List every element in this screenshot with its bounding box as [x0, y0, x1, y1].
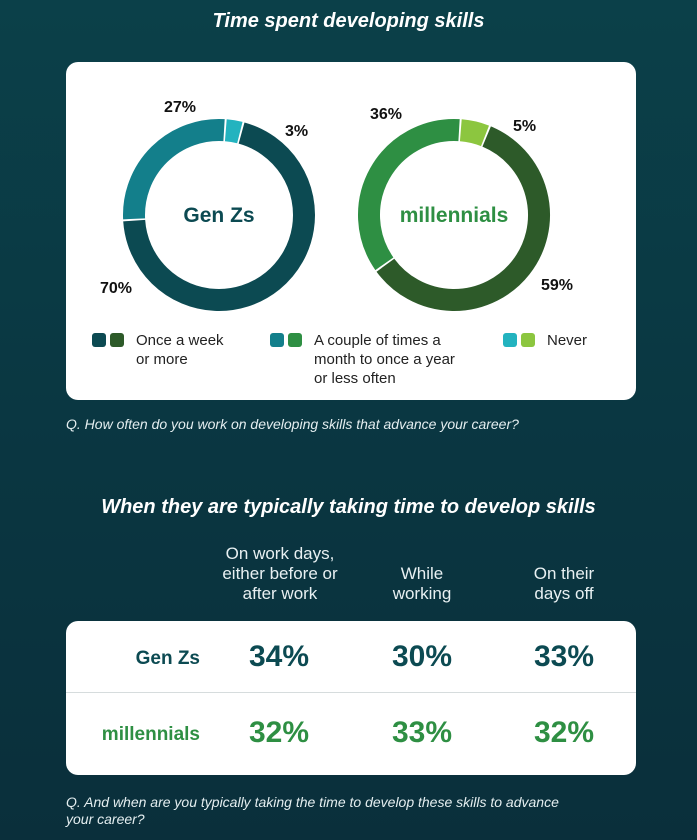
donut-segment-gen-z-monthly	[123, 119, 225, 220]
data-label-millennials-never: 5%	[513, 118, 536, 135]
donut-center-label-gen-z: Gen Zs	[183, 204, 254, 227]
donut-segment-millennials-monthly	[358, 119, 460, 271]
data-label-gen-z-monthly: 27%	[164, 99, 196, 116]
donut-segment-gen-z-weekly	[123, 122, 315, 311]
donut-center-label-millennials: millennials	[400, 204, 509, 227]
legend-label-line: A couple of times a	[314, 332, 441, 349]
table-cell-gen-z-days-off: 33%	[533, 640, 595, 673]
legend-label-line: month to once a year	[314, 351, 455, 368]
column-header-line: days off	[534, 584, 594, 603]
question-text-1: Q. How often do you work on developing s…	[66, 416, 519, 432]
section-title-when: When they are typically taking time to d…	[101, 496, 596, 518]
legend-label-line: Never	[547, 332, 588, 349]
column-header-line: On work days,	[225, 544, 335, 563]
legend-label-line: or less often	[314, 370, 396, 387]
column-header-work-days: On work days, either before or after wor…	[200, 544, 360, 604]
question-line: your career?	[66, 811, 145, 827]
column-header-while-working: While working	[362, 564, 482, 604]
column-header-line: On their	[533, 564, 595, 583]
question-line: Q. And when are you typically taking the…	[66, 794, 559, 810]
donut-segment-gen-z-never	[224, 119, 243, 144]
table-card	[66, 621, 636, 775]
column-header-line: While	[400, 564, 444, 583]
legend-item-monthly: A couple of times a month to once a year…	[270, 331, 490, 391]
question-text-2: Q. And when are you typically taking the…	[66, 794, 646, 828]
table-cell-millennials-while-working: 33%	[391, 716, 453, 749]
data-label-millennials-monthly: 36%	[370, 106, 402, 123]
table-cell-gen-z-while-working: 30%	[391, 640, 453, 673]
data-label-millennials-weekly: 59%	[541, 277, 573, 294]
legend-item-weekly: Once a week or more	[92, 331, 252, 391]
legend-swatch-millennials-dark	[110, 333, 124, 347]
legend-item-never: Never	[503, 331, 613, 361]
column-header-line: after work	[242, 584, 318, 603]
legend-label-line: or more	[136, 351, 188, 368]
column-header-days-off: On their days off	[504, 564, 624, 604]
legend-swatch-gen-z-mid	[270, 333, 284, 347]
legend-swatch-millennials-mid	[288, 333, 302, 347]
section-title-time-spent: Time spent developing skills	[212, 10, 485, 32]
table-cell-millennials-days-off: 32%	[533, 716, 595, 749]
column-header-line: working	[392, 584, 452, 603]
donut-segment-millennials-never	[459, 119, 490, 147]
table-cell-millennials-work-days: 32%	[248, 716, 310, 749]
legend-swatch-gen-z-dark	[92, 333, 106, 347]
legend-swatch-millennials-light	[521, 333, 535, 347]
table-divider	[66, 692, 636, 693]
table-cell-gen-z-work-days: 34%	[248, 640, 310, 673]
donut-millennials	[358, 119, 550, 311]
legend-label-line: Once a week	[136, 332, 224, 349]
donut-charts: Gen Zs millennials 70% 27% 3% 59% 36% 5%	[100, 99, 573, 311]
data-label-gen-z-never: 3%	[285, 123, 308, 140]
row-label-millennials: millennials	[101, 724, 200, 745]
row-label-gen-z: Gen Zs	[135, 648, 200, 669]
donut-segment-millennials-weekly	[376, 126, 550, 311]
data-label-gen-z-weekly: 70%	[100, 280, 132, 297]
donut-gen-z	[123, 119, 315, 311]
column-header-line: either before or	[222, 564, 338, 583]
legend-swatch-gen-z-light	[503, 333, 517, 347]
